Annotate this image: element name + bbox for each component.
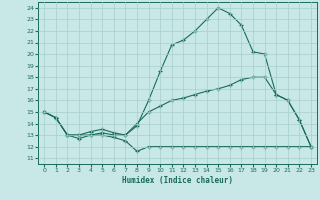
X-axis label: Humidex (Indice chaleur): Humidex (Indice chaleur) bbox=[122, 176, 233, 185]
